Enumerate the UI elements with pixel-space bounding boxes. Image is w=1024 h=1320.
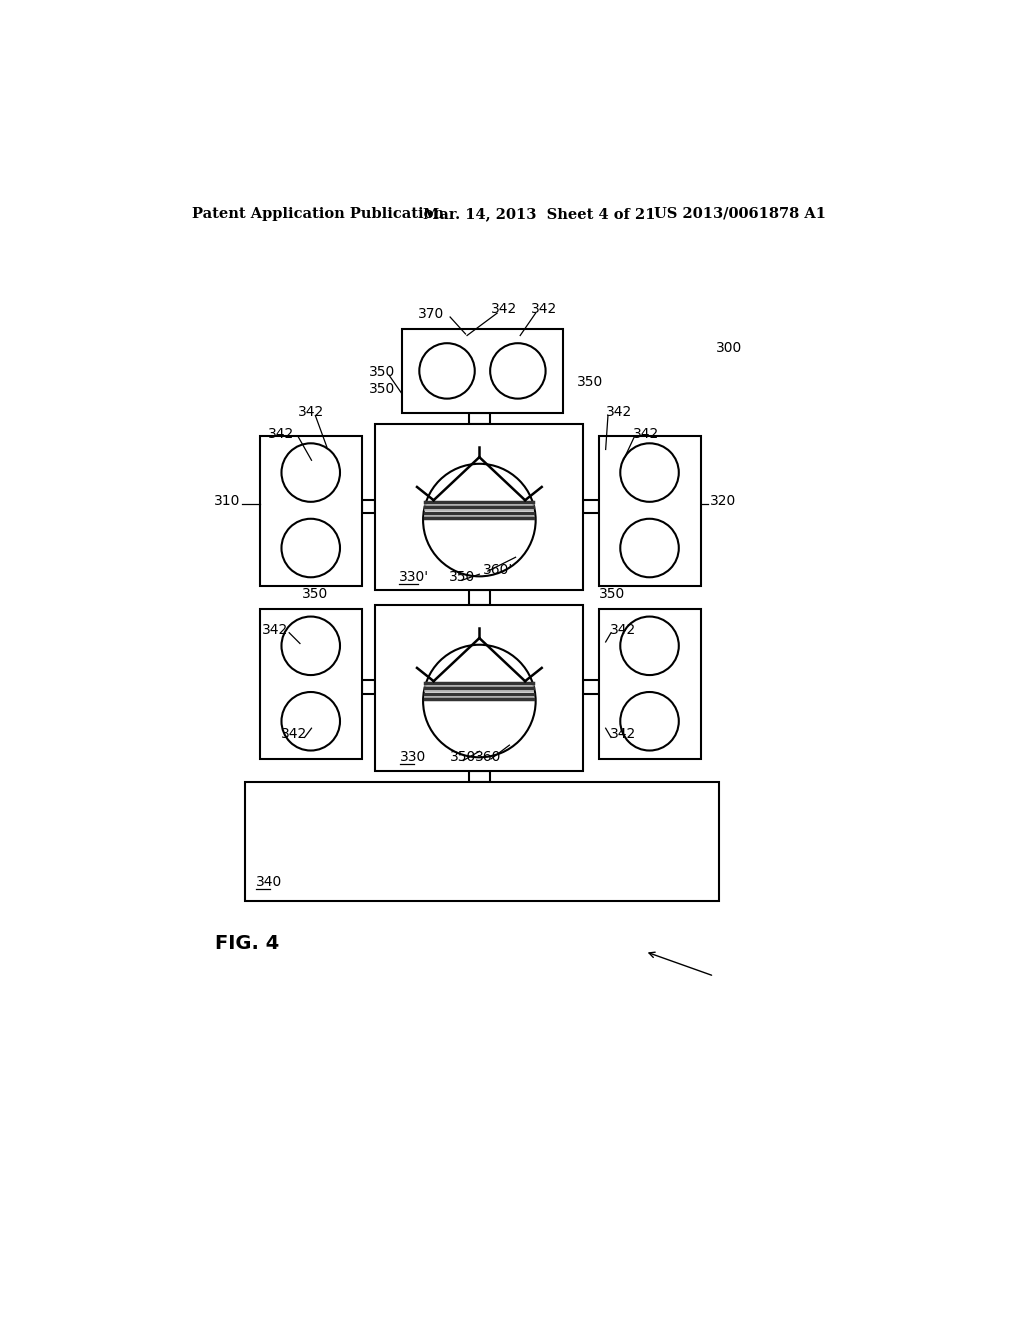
Text: 320: 320 — [710, 494, 736, 508]
Text: US 2013/0061878 A1: US 2013/0061878 A1 — [654, 207, 826, 220]
Text: 350: 350 — [370, 383, 395, 396]
Text: 350: 350 — [451, 751, 476, 764]
Text: 370: 370 — [418, 308, 444, 321]
Bar — [469, 413, 490, 424]
Text: 342: 342 — [281, 727, 307, 742]
Text: 350: 350 — [302, 587, 329, 601]
Bar — [599, 436, 701, 586]
Text: 350: 350 — [578, 375, 603, 388]
Text: Patent Application Publication: Patent Application Publication — [193, 207, 444, 220]
Text: 330: 330 — [400, 751, 426, 764]
Bar — [376, 424, 584, 590]
Bar — [260, 436, 362, 586]
Text: 330': 330' — [398, 570, 429, 585]
Bar — [245, 781, 719, 902]
Bar — [584, 681, 599, 694]
Text: Mar. 14, 2013  Sheet 4 of 21: Mar. 14, 2013 Sheet 4 of 21 — [423, 207, 655, 220]
Text: 342: 342 — [261, 623, 288, 636]
Bar — [469, 771, 490, 781]
Bar — [401, 330, 563, 412]
Text: 310: 310 — [214, 494, 240, 508]
Text: 350: 350 — [599, 587, 625, 601]
Text: 340: 340 — [256, 875, 283, 890]
Bar — [599, 609, 701, 759]
Text: 342: 342 — [633, 428, 658, 441]
Text: FIG. 4: FIG. 4 — [215, 935, 280, 953]
Bar — [469, 590, 490, 605]
Text: 350: 350 — [370, 366, 395, 379]
Bar — [584, 499, 599, 513]
Text: 350: 350 — [449, 570, 475, 585]
Text: 342: 342 — [609, 623, 636, 636]
Text: 342: 342 — [531, 302, 557, 317]
Text: 360': 360' — [483, 562, 513, 577]
Text: 360: 360 — [475, 751, 501, 764]
Text: 342: 342 — [606, 405, 633, 420]
Bar — [260, 609, 362, 759]
Text: 342: 342 — [609, 727, 636, 742]
Text: 342: 342 — [267, 428, 294, 441]
Bar — [362, 499, 376, 513]
Text: 342: 342 — [490, 302, 517, 317]
Bar — [362, 681, 376, 694]
Text: 342: 342 — [298, 405, 325, 420]
Bar — [376, 605, 584, 771]
Text: 300: 300 — [716, 341, 742, 355]
